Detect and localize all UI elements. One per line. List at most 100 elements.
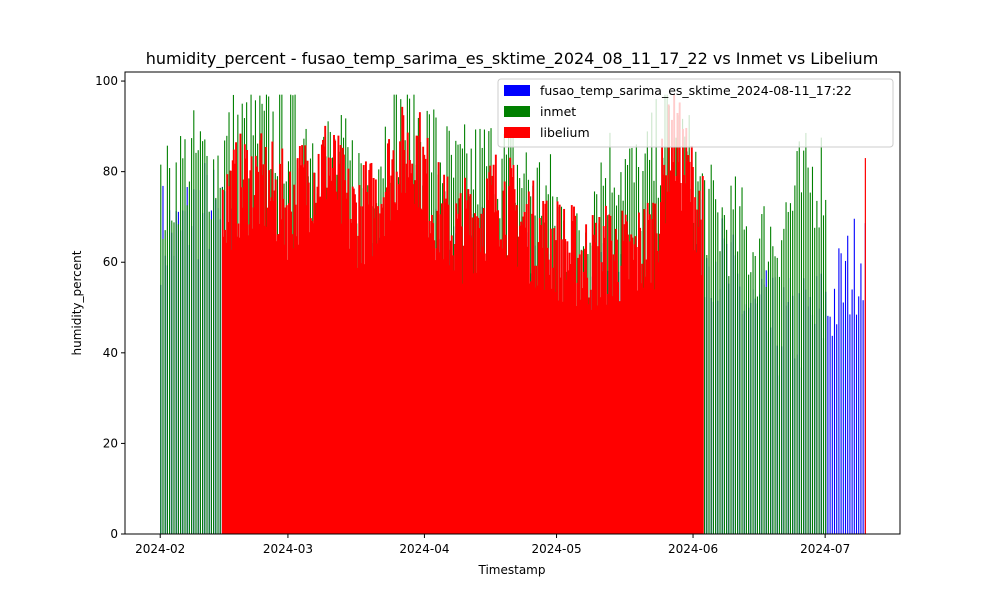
bar (537, 242, 540, 534)
bar (698, 190, 701, 534)
bar (446, 176, 449, 535)
bar (345, 198, 348, 534)
bar (510, 168, 513, 534)
bar (241, 207, 244, 534)
bar (233, 163, 236, 534)
bar (231, 160, 234, 534)
bar (349, 219, 352, 534)
bar (244, 158, 247, 534)
y-tick-label: 0 (110, 527, 118, 541)
bar (495, 211, 498, 534)
bar (535, 265, 538, 534)
bar (188, 181, 190, 534)
bar (798, 141, 800, 534)
bar (752, 252, 754, 534)
bar (329, 158, 332, 534)
bar (611, 296, 614, 534)
bar (193, 110, 195, 534)
series-libelium (221, 94, 866, 535)
bar (357, 235, 360, 534)
x-tick-label: 2024-03 (263, 542, 313, 556)
bar (370, 162, 373, 534)
bar (690, 145, 693, 534)
bar (253, 195, 256, 534)
bar (601, 271, 604, 534)
bar (546, 247, 549, 534)
bar (395, 171, 398, 534)
bar (492, 164, 495, 534)
bar (389, 220, 392, 534)
bar (651, 219, 654, 534)
bar (816, 200, 818, 534)
bar (503, 181, 506, 535)
bar (851, 289, 853, 534)
bar (323, 146, 326, 534)
bar (335, 191, 338, 534)
bar (418, 112, 421, 535)
bar (235, 142, 237, 534)
bar (822, 215, 825, 534)
bar (634, 236, 637, 534)
bar (745, 226, 747, 535)
bar (664, 223, 667, 534)
bar (406, 132, 409, 534)
bar (260, 133, 263, 534)
bar (763, 206, 765, 534)
bar (563, 208, 566, 534)
bar (469, 194, 472, 535)
bar (639, 227, 641, 534)
bar (296, 158, 299, 534)
bar (576, 282, 579, 534)
bar (691, 167, 694, 534)
bar (409, 159, 411, 535)
bar (195, 152, 197, 535)
bar (623, 224, 626, 534)
bar (202, 141, 204, 534)
bar (658, 233, 661, 534)
bar (683, 175, 686, 534)
bar (318, 197, 321, 535)
bar (291, 234, 294, 534)
x-tick-label: 2024-02 (135, 542, 185, 556)
bar (730, 185, 732, 534)
bar (339, 145, 342, 534)
bar (227, 222, 230, 534)
bar (805, 132, 807, 534)
bar (568, 252, 571, 534)
bar (283, 244, 286, 534)
bar (236, 236, 239, 534)
bar (426, 137, 429, 534)
bar (256, 166, 258, 534)
bar (519, 225, 522, 534)
bar (849, 314, 851, 534)
bar (448, 265, 451, 534)
legend-swatch (504, 127, 530, 138)
bar (164, 230, 166, 534)
bar (378, 240, 381, 534)
bar (684, 183, 687, 535)
bar (421, 210, 424, 534)
bar (522, 216, 525, 535)
bar (570, 205, 573, 534)
bar (497, 210, 499, 534)
bar (597, 246, 600, 534)
legend-box (497, 78, 894, 148)
bar (443, 174, 446, 534)
bar (265, 226, 268, 534)
bar (548, 274, 551, 534)
bar (609, 215, 612, 534)
bar (772, 246, 774, 534)
bar (199, 131, 201, 535)
bar (661, 138, 664, 534)
bar (555, 240, 558, 534)
bar (566, 241, 569, 535)
bar (366, 191, 368, 535)
bar (756, 296, 758, 534)
bar (390, 175, 393, 534)
bar (732, 209, 734, 534)
bar (864, 158, 866, 534)
bar (257, 171, 259, 535)
bar (483, 253, 486, 535)
bar (206, 155, 208, 534)
bar (827, 315, 829, 534)
